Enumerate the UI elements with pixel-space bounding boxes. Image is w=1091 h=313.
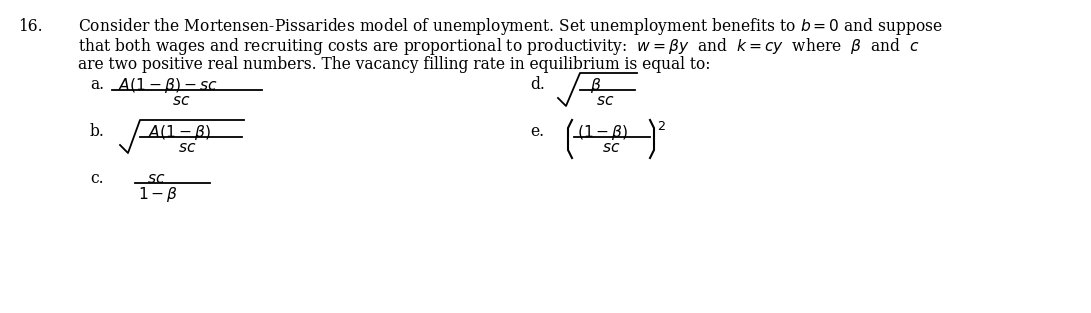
Text: $A(1-\beta)$: $A(1-\beta)$ <box>148 123 211 142</box>
Text: $sc$: $sc$ <box>596 92 614 109</box>
Text: d.: d. <box>530 76 544 93</box>
Text: $2$: $2$ <box>657 120 666 133</box>
Text: $A(1-\beta) - sc$: $A(1-\beta) - sc$ <box>118 76 218 95</box>
Text: Consider the Mortensen-Pissarides model of unemployment. Set unemployment benefi: Consider the Mortensen-Pissarides model … <box>77 16 944 37</box>
Text: that both wages and recruiting costs are proportional to productivity:  $w = \be: that both wages and recruiting costs are… <box>77 36 920 57</box>
Text: c.: c. <box>89 170 104 187</box>
Text: 16.: 16. <box>17 18 43 35</box>
Text: $sc$: $sc$ <box>147 170 166 187</box>
Text: $sc$: $sc$ <box>602 139 621 156</box>
Text: are two positive real numbers. The vacancy filling rate in equilibrium is equal : are two positive real numbers. The vacan… <box>77 56 710 73</box>
Text: e.: e. <box>530 123 544 140</box>
Text: b.: b. <box>89 123 105 140</box>
Text: $\beta$: $\beta$ <box>590 76 601 95</box>
Text: $sc$: $sc$ <box>172 92 191 109</box>
Text: $(1-\beta)$: $(1-\beta)$ <box>577 123 628 142</box>
Text: $sc$: $sc$ <box>178 139 196 156</box>
Text: $1-\beta$: $1-\beta$ <box>137 185 178 204</box>
Text: a.: a. <box>89 76 104 93</box>
